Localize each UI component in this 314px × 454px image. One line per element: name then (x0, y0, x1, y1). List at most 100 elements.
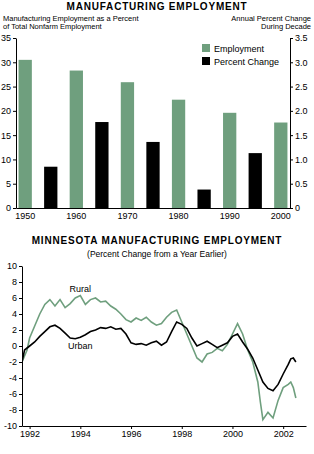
chart: MINNESOTA MANUFACTURING EMPLOYMENT (Perce… (4, 235, 307, 439)
x-axis-tick: 1992 (20, 426, 40, 439)
y-axis-tick-mark (13, 135, 16, 136)
y2-axis-tick-mark (290, 38, 293, 39)
y-axis-tick-label: -8 (9, 405, 17, 415)
plot-area (19, 60, 288, 208)
y-axis-tick-mark (13, 159, 16, 160)
x-axis-tick-label: 1960 (66, 211, 86, 221)
plot-area (22, 296, 296, 420)
x-axis: 199219941996199820002002 (20, 426, 306, 439)
x-axis-tick-label: 1996 (122, 429, 142, 439)
x-axis-line (17, 208, 291, 209)
y-axis-tick-mark (19, 362, 22, 363)
y2-axis-tick: 0 (290, 203, 300, 213)
y-axis-tick-label: 15 (1, 131, 11, 141)
chart-subtitle: (Percent Change from a Year Earlier) (87, 249, 227, 259)
y2-axis-tick: 3.0 (290, 58, 308, 68)
line (22, 296, 296, 420)
line (22, 322, 296, 391)
y-axis-tick-mark (19, 330, 22, 331)
y2-axis-tick-label: 1.5 (295, 131, 308, 141)
y-axis-tick-mark (19, 282, 22, 283)
y2-axis-tick-label: 2.0 (295, 106, 308, 116)
bar (223, 113, 236, 208)
y-axis-tick-label: -6 (9, 389, 17, 399)
y2-axis-tick-label: 3.0 (295, 58, 308, 68)
y-axis-tick: 6 (12, 293, 22, 303)
x-axis-tick: 1990 (220, 208, 240, 221)
x-axis-tick: 1994 (71, 426, 91, 439)
x-axis-tick-label: 1994 (71, 429, 91, 439)
y-axis-tick-mark (19, 426, 22, 427)
series-label: Urban (68, 341, 93, 351)
bar (121, 82, 134, 208)
y-axis-tick-label: 10 (7, 261, 17, 271)
bar (274, 123, 287, 208)
y-axis-tick: 30 (1, 58, 16, 68)
y-axis-tick: 10 (7, 261, 22, 271)
y-axis-title: of Total Nonfarm Employment (3, 22, 103, 31)
legend-swatch (202, 57, 210, 65)
y-axis-tick: -2 (9, 357, 22, 367)
x-axis-tick-label: 1992 (20, 429, 40, 439)
y2-axis-tick-mark (290, 135, 293, 136)
x-axis-tick-label: 1980 (169, 211, 189, 221)
y-axis-tick-label: 30 (1, 58, 11, 68)
legend-label: Employment (214, 44, 265, 54)
x-axis-tick: 1950 (15, 208, 35, 221)
y2-axis-tick-label: 3.5 (295, 33, 308, 43)
y-axis-tick: 15 (1, 131, 16, 141)
y2-axis-tick: 1.0 (290, 155, 308, 165)
y-axis-tick-label: -10 (4, 421, 17, 431)
y2-axis-tick-mark (290, 184, 293, 185)
x-axis-tick: 2002 (274, 426, 294, 439)
y-axis-tick-label: 25 (1, 82, 11, 92)
y2-axis-tick: 2.5 (290, 82, 308, 92)
legend-label: Percent Change (214, 57, 279, 67)
y-axis-tick: 35 (1, 33, 16, 43)
chart: MANUFACTURING EMPLOYMENTManufacturing Em… (1, 1, 311, 221)
y-axis-tick-mark (19, 378, 22, 379)
y-axis-tick-label: 35 (1, 33, 11, 43)
bar (172, 100, 185, 208)
bar (95, 122, 108, 208)
y-axis-tick-label: 2 (12, 325, 17, 335)
y-axis-tick-label: 0 (12, 341, 17, 351)
y2-axis-tick-label: 2.5 (295, 82, 308, 92)
y2-axis-tick-mark (290, 111, 293, 112)
y2-axis-tick-mark (290, 87, 293, 88)
y-axis-tick-mark (19, 394, 22, 395)
y-axis-tick-label: -2 (9, 357, 17, 367)
x-axis-tick: 1980 (169, 208, 189, 221)
y-axis-tick-mark (13, 62, 16, 63)
y-axis-tick-label: 4 (12, 309, 17, 319)
y-axis-tick: 10 (1, 155, 16, 165)
y-axis-tick-label: 0 (6, 203, 11, 213)
bar (146, 142, 159, 208)
y-axis-tick-mark (19, 314, 22, 315)
y-axis: -10-8-6-4-20246810 (4, 261, 23, 431)
y-axis-tick: -6 (9, 389, 22, 399)
y2-axis-tick: 3.5 (290, 33, 308, 43)
y-axis-tick-label: -4 (9, 373, 17, 383)
figure: MANUFACTURING EMPLOYMENTManufacturing Em… (0, 0, 314, 454)
y-axis-tick-mark (13, 208, 16, 209)
y-axis-tick-mark (19, 266, 22, 267)
x-axis-tick-label: 1998 (172, 429, 192, 439)
x-axis-tick: 2000 (271, 208, 291, 221)
chart-title: MINNESOTA MANUFACTURING EMPLOYMENT (32, 235, 283, 246)
bar (44, 167, 57, 208)
y2-axis: 00.51.01.52.02.53.03.5 (290, 33, 308, 213)
y2-axis-tick: 2.0 (290, 106, 308, 116)
y-axis-tick: 5 (6, 179, 16, 189)
x-axis-tick-label: 2000 (271, 211, 291, 221)
y-axis-tick-label: 5 (6, 179, 11, 189)
x-axis-tick: 1970 (117, 208, 137, 221)
y-axis-tick: -8 (9, 405, 22, 415)
y-axis-line (22, 267, 23, 427)
legend-swatch (202, 44, 210, 52)
bar (249, 153, 262, 208)
bar (70, 71, 83, 208)
y-axis: 05101520253035 (1, 33, 17, 213)
bar (19, 60, 32, 208)
y-axis-tick-mark (13, 184, 16, 185)
